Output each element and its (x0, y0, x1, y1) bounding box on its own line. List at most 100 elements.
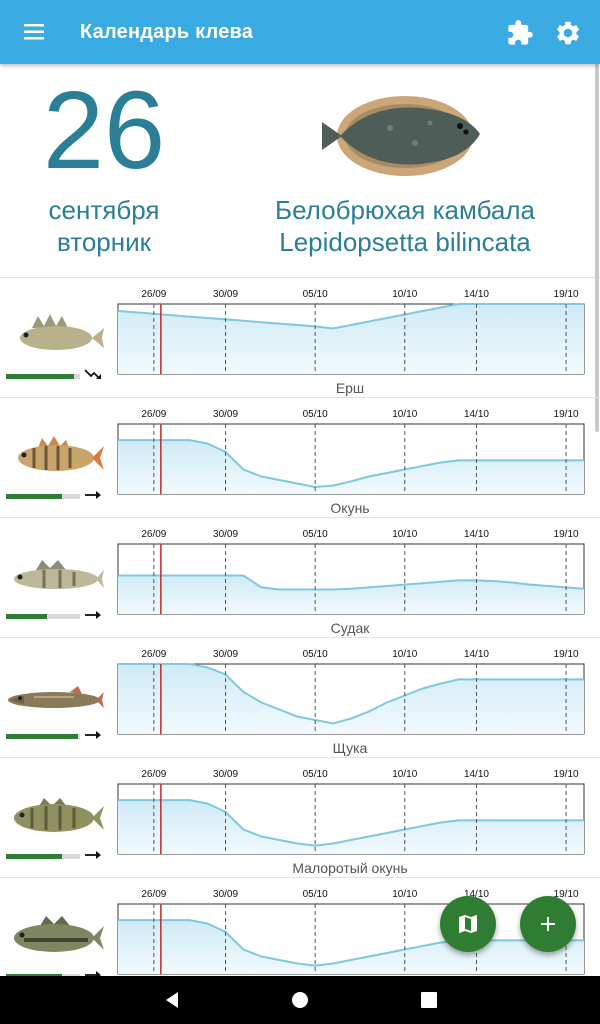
flounder-image (320, 88, 490, 183)
tick-label: 14/10 (464, 889, 489, 900)
tick-label: 19/10 (554, 889, 579, 900)
fish-row-ruff[interactable]: 26/09 30/09 05/10 10/10 14/10 19/10 Ерш (0, 278, 600, 398)
activity-line (117, 303, 584, 330)
month-name: сентября (48, 195, 160, 225)
tick-label: 05/10 (303, 289, 328, 300)
activity-bar (6, 974, 80, 976)
activity-line (118, 919, 584, 967)
activity-area (118, 440, 584, 494)
tick-label: 30/09 (213, 649, 238, 660)
featured-fish-name: Белобрюхая камбала (275, 195, 535, 225)
tick-label: 14/10 (464, 649, 489, 660)
hamburger-menu-icon[interactable] (20, 18, 52, 46)
trend-flat-icon (84, 488, 102, 502)
tick-label: 14/10 (464, 289, 489, 300)
activity-bar (6, 734, 80, 739)
forecast-chart: 26/09 30/09 05/10 10/10 14/10 19/10 (117, 289, 585, 375)
tick-label: 30/09 (213, 289, 238, 300)
tick-label: 10/10 (392, 769, 417, 780)
fish-row-smallmouth-bass[interactable]: 26/09 30/09 05/10 10/10 14/10 19/10 Малоротый… (0, 758, 600, 878)
activity-bar-fill (6, 734, 78, 739)
tick-label: 26/09 (141, 409, 166, 420)
activity-bar-fill (6, 614, 47, 619)
weekday-name: вторник (56, 227, 152, 257)
tick-label: 05/10 (303, 409, 328, 420)
tick-label: 30/09 (213, 409, 238, 420)
add-button[interactable] (520, 896, 576, 952)
perch-image (4, 426, 104, 482)
forecast-chart: 26/09 30/09 05/10 10/10 14/10 19/10 (117, 769, 585, 855)
tick-label: 14/10 (464, 409, 489, 420)
fish-label: Судак (330, 620, 370, 636)
tick-label: 14/10 (464, 529, 489, 540)
activity-area (118, 304, 584, 374)
tick-label: 26/09 (141, 889, 166, 900)
tick-label: 26/09 (141, 769, 166, 780)
activity-bar (6, 494, 80, 499)
gear-icon[interactable] (554, 19, 582, 47)
smallmouth-bass-image (4, 786, 104, 842)
tick-label: 19/10 (554, 529, 579, 540)
fish-row-zander[interactable]: 26/09 30/09 05/10 10/10 14/10 19/10 Судак (0, 518, 600, 638)
tick-label: 05/10 (303, 889, 328, 900)
forecast-chart: 26/09 30/09 05/10 10/10 14/10 19/10 (117, 889, 585, 975)
ruff-image (4, 306, 104, 362)
fish-label: Щука (332, 740, 368, 756)
trend-down-icon (84, 368, 102, 382)
activity-bar (6, 614, 80, 619)
tick-label: 26/09 (141, 289, 166, 300)
tick-label: 05/10 (303, 529, 328, 540)
tick-label: 10/10 (392, 529, 417, 540)
featured-fish-latin-name: Lepidopsetta bilincata (279, 227, 531, 257)
activity-line (118, 439, 584, 489)
activity-area (118, 800, 584, 854)
day-number: 26 (42, 69, 166, 192)
trend-flat-icon (84, 608, 102, 622)
trend-flat-icon (84, 728, 102, 742)
activity-bar-fill (6, 494, 62, 499)
activity-bar-fill (6, 854, 62, 859)
tick-label: 26/09 (141, 529, 166, 540)
app-bar: Календарь клева (0, 0, 600, 64)
tick-label: 05/10 (303, 649, 328, 660)
home-icon[interactable] (290, 990, 310, 1010)
activity-bar (6, 374, 80, 379)
tick-label: 19/10 (554, 649, 579, 660)
activity-bar-fill (6, 374, 75, 379)
back-icon[interactable] (162, 990, 182, 1010)
recent-apps-icon[interactable] (420, 991, 438, 1009)
tick-label: 10/10 (392, 649, 417, 660)
fish-label: Малоротый окунь (292, 860, 408, 876)
fish-forecast-list: 26/09 30/09 05/10 10/10 14/10 19/10 Ерш 26/09… (0, 278, 600, 976)
tick-label: 19/10 (554, 769, 579, 780)
fish-row-largemouth-bass[interactable]: 26/09 30/09 05/10 10/10 14/10 19/10 (0, 878, 600, 976)
puzzle-icon[interactable] (506, 19, 534, 47)
scrollbar[interactable] (595, 64, 599, 432)
tick-label: 26/09 (141, 649, 166, 660)
tick-label: 30/09 (213, 889, 238, 900)
activity-area (118, 664, 584, 734)
pike-image (4, 666, 104, 722)
tick-label: 30/09 (213, 769, 238, 780)
activity-area (118, 920, 584, 974)
tick-label: 10/10 (392, 289, 417, 300)
fish-label: Окунь (330, 500, 370, 516)
fish-label: Ерш (335, 380, 365, 396)
activity-line (118, 663, 584, 725)
tick-label: 05/10 (303, 769, 328, 780)
activity-line (118, 799, 584, 847)
tick-label: 19/10 (554, 289, 579, 300)
plus-icon (541, 917, 555, 931)
tick-label: 10/10 (392, 889, 417, 900)
map-icon (459, 915, 477, 933)
activity-area (118, 575, 584, 614)
map-button[interactable] (440, 896, 496, 952)
day-header: 26 сентября вторник Белобрюхая камбала L… (0, 64, 600, 278)
zander-image (4, 546, 104, 602)
trend-flat-icon (84, 848, 102, 862)
trend-flat-icon (84, 968, 102, 976)
fish-row-pike[interactable]: 26/09 30/09 05/10 10/10 14/10 19/10 Щука (0, 638, 600, 758)
fish-row-perch[interactable]: 26/09 30/09 05/10 10/10 14/10 19/10 Окунь (0, 398, 600, 518)
forecast-chart: 26/09 30/09 05/10 10/10 14/10 19/10 (117, 529, 585, 615)
tick-label: 14/10 (464, 769, 489, 780)
